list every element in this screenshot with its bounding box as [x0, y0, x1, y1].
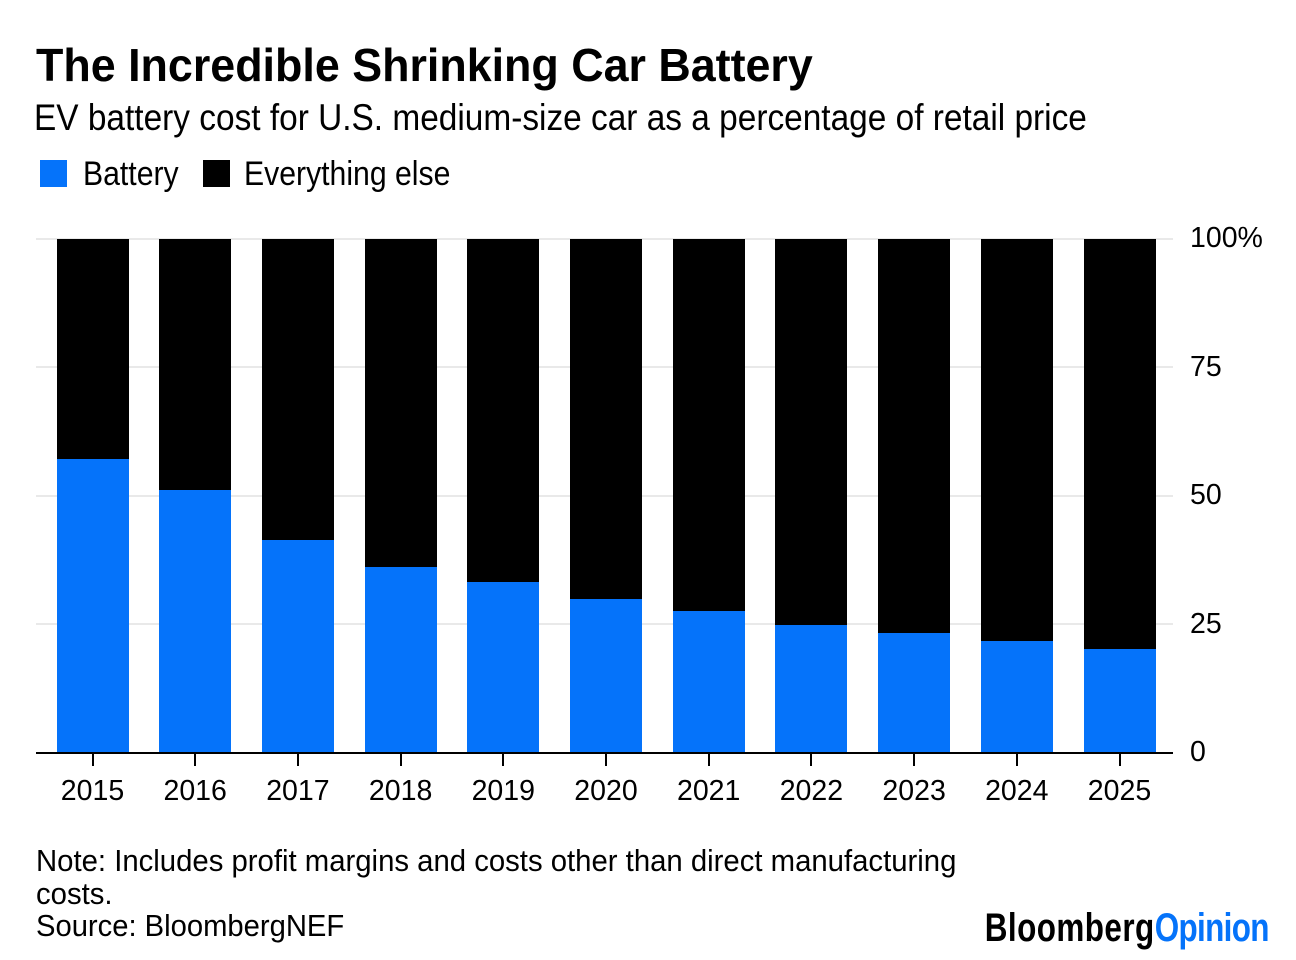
bar-2022 — [775, 238, 848, 753]
bar-2016 — [159, 238, 232, 753]
bar-segment-battery-2016 — [159, 490, 232, 753]
bar-segment-battery-2019 — [467, 581, 540, 753]
y-axis-label-100: 100% — [1190, 222, 1263, 255]
chart-note: Note: Includes profit margins and costs … — [36, 843, 957, 911]
brand-bloomberg: Bloomberg — [984, 905, 1155, 950]
bar-2018 — [364, 238, 437, 753]
bar-segment-battery-2025 — [1083, 648, 1156, 753]
bar-segment-battery-2024 — [980, 640, 1053, 753]
x-axis-label-2015: 2015 — [60, 774, 125, 807]
bar-segment-battery-2018 — [364, 567, 437, 753]
bar-2020 — [570, 238, 642, 753]
x-tick-2015 — [91, 753, 94, 766]
legend-label-everything-else: Everything else — [244, 155, 451, 194]
x-axis-label-2025: 2025 — [1087, 774, 1152, 807]
x-axis-label-2020: 2020 — [574, 774, 638, 807]
brand-logo: BloombergOpinion — [984, 905, 1270, 950]
chart-subtitle: EV battery cost for U.S. medium-size car… — [34, 97, 1087, 139]
bar-2025 — [1083, 238, 1156, 753]
bar-2017 — [261, 238, 334, 753]
x-tick-2021 — [707, 753, 710, 766]
x-tick-2018 — [399, 753, 402, 766]
bar-2024 — [980, 238, 1053, 753]
y-axis-label-50: 50 — [1190, 479, 1222, 512]
bar-segment-battery-2017 — [261, 539, 334, 753]
bar-segment-battery-2022 — [775, 624, 848, 753]
brand-opinion: Opinion — [1154, 905, 1270, 950]
bar-2019 — [467, 238, 540, 753]
x-tick-2019 — [502, 753, 505, 766]
bar-segment-battery-2020 — [570, 598, 642, 753]
x-tick-2024 — [1015, 753, 1018, 766]
x-tick-2020 — [605, 753, 607, 766]
x-axis-label-2023: 2023 — [882, 774, 946, 807]
x-axis-label-2017: 2017 — [266, 774, 330, 807]
x-axis-line — [36, 751, 1173, 754]
x-axis-label-2018: 2018 — [368, 774, 433, 807]
x-axis-label-2022: 2022 — [779, 774, 844, 807]
y-axis-label-25: 25 — [1190, 607, 1222, 640]
x-tick-2023 — [913, 753, 916, 766]
bar-segment-battery-2023 — [878, 632, 951, 753]
x-tick-2022 — [810, 753, 813, 766]
legend-label-battery: Battery — [83, 155, 179, 194]
y-axis-label-75: 75 — [1190, 350, 1222, 383]
bar-2021 — [672, 238, 745, 753]
x-axis-label-2021: 2021 — [676, 774, 741, 807]
x-axis-label-2016: 2016 — [163, 774, 227, 807]
bar-segment-battery-2015 — [56, 459, 129, 753]
bar-2023 — [878, 238, 951, 753]
x-axis-label-2024: 2024 — [985, 774, 1049, 807]
x-tick-2017 — [296, 753, 299, 766]
x-tick-2025 — [1118, 753, 1121, 766]
bar-segment-battery-2021 — [672, 610, 745, 753]
bar-2015 — [56, 238, 129, 753]
chart-source: Source: BloombergNEF — [36, 908, 345, 943]
x-axis-label-2019: 2019 — [471, 774, 535, 807]
legend-swatch-battery — [40, 160, 67, 188]
chart-title: The Incredible Shrinking Car Battery — [36, 39, 813, 92]
legend-swatch-everything-else — [203, 160, 230, 188]
y-axis-label-0: 0 — [1190, 736, 1206, 769]
x-tick-2016 — [194, 753, 197, 766]
